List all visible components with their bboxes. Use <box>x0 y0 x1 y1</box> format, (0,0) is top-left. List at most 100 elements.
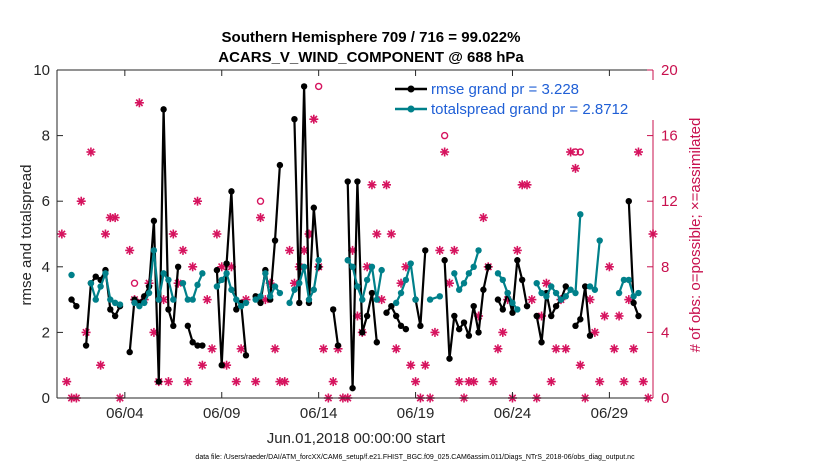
obs-assimilated-marker <box>134 98 144 108</box>
rmse-line-segment <box>574 285 592 336</box>
obs-assimilated-marker <box>488 377 498 387</box>
spread-point <box>615 289 623 297</box>
obs-assimilated-stroke <box>319 345 328 353</box>
y-tick-label: 10 <box>33 62 50 79</box>
chart-title-line2: ACARS_V_WIND_COMPONENT @ 688 hPa <box>218 49 524 66</box>
rmse-point <box>223 260 230 267</box>
obs-assimilated-marker <box>163 377 173 387</box>
spread-point <box>286 299 293 307</box>
obs-possible-marker <box>440 131 449 140</box>
rmse-point <box>465 332 473 339</box>
spread-point <box>499 276 506 284</box>
spread-point <box>242 299 250 307</box>
obs-assimilated-marker <box>638 377 648 387</box>
rmse-point <box>480 286 487 293</box>
obs-assimilated-stroke <box>87 148 95 156</box>
obs-assimilated-marker <box>498 327 508 337</box>
spread-point <box>141 299 148 307</box>
rmse-point <box>189 339 196 346</box>
obs-assimilated-stroke <box>639 377 648 386</box>
spread-point <box>591 286 599 293</box>
rmse-point <box>170 322 177 330</box>
obs-assimilated-stroke <box>421 361 430 369</box>
obs-assimilated-marker <box>100 229 110 239</box>
rmse-point <box>518 276 526 284</box>
rmse-point <box>417 322 424 330</box>
spread-point <box>378 266 385 274</box>
rmse-point <box>233 306 240 313</box>
rmse-point <box>155 378 162 385</box>
obs-assimilated-stroke <box>184 377 192 386</box>
rmse-point <box>630 299 637 307</box>
spread-point <box>165 276 172 284</box>
obs-assimilated-stroke <box>62 377 71 386</box>
obs-assimilated-stroke <box>58 230 66 238</box>
obs-assimilated-marker <box>328 377 338 387</box>
obs-assimilated-stroke <box>208 345 216 353</box>
obs-assimilated-stroke <box>285 246 294 255</box>
obs-possible-marker <box>130 279 139 287</box>
spread-point <box>116 301 124 308</box>
spread-point <box>349 263 356 270</box>
rmse-point <box>257 299 264 307</box>
rmse-point <box>460 319 468 326</box>
obs-assimilated-stroke <box>547 377 556 386</box>
rmse-point <box>194 342 201 349</box>
y-tick-label: 4 <box>42 259 50 276</box>
spread-point <box>596 237 603 244</box>
obs-assimilated-marker <box>527 295 537 305</box>
obs-assimilated-marker <box>96 360 106 370</box>
obs-assimilated-stroke <box>159 295 168 304</box>
legend-spread-marker <box>407 105 415 113</box>
spread-point <box>305 296 313 303</box>
obs-assimilated-stroke <box>411 377 420 386</box>
spread-point <box>533 280 540 287</box>
y-axis-right-label: # of obs: o=possible; ×=assimilated <box>687 118 704 353</box>
x-axis-label: Jun.01,2018 00:00:00 start <box>267 430 446 447</box>
spread-point <box>548 283 555 290</box>
spread-point <box>310 286 318 293</box>
legend-rmse-label: rmse grand pr = 3.228 <box>431 81 579 98</box>
spread-point <box>87 280 95 287</box>
rmse-point <box>499 306 506 313</box>
obs-assimilated-marker <box>420 360 430 370</box>
obs-assimilated-marker <box>449 245 459 255</box>
obs-assimilated-marker <box>207 344 217 354</box>
rmse-point <box>150 217 158 225</box>
obs-assimilated-stroke <box>450 246 459 255</box>
obs-assimilated-stroke <box>571 164 580 173</box>
obs-assimilated-marker <box>222 360 232 370</box>
spread-point <box>344 257 351 264</box>
rmse-point <box>422 247 429 254</box>
y-tick-label: 8 <box>42 128 50 145</box>
rmse-point <box>174 263 182 270</box>
spread-point <box>102 270 109 277</box>
obs-assimilated-marker <box>319 344 329 354</box>
y-tick-label: 2 <box>42 324 50 341</box>
obs-assimilated-stroke <box>373 230 381 238</box>
rmse-point <box>111 312 119 320</box>
obs-assimilated-stroke <box>406 361 415 369</box>
obs-possible-marker <box>571 148 580 156</box>
rmse-point <box>213 266 221 274</box>
rmse-point <box>552 302 560 310</box>
obs-assimilated-stroke <box>513 246 522 255</box>
obs-assimilated-marker <box>600 311 610 321</box>
spread-point <box>397 289 405 297</box>
rmse-point <box>165 306 172 313</box>
obs-assimilated-marker <box>595 377 605 387</box>
rmse-point <box>363 312 371 320</box>
obs-assimilated-marker <box>629 344 639 354</box>
rmse-point <box>296 299 303 307</box>
spread-point <box>237 302 245 310</box>
x-tick-label: 06/29 <box>591 405 629 422</box>
obs-assimilated-marker <box>522 180 532 190</box>
spread-point <box>407 260 414 267</box>
spread-point <box>107 296 114 303</box>
spread-point <box>363 276 371 284</box>
obs-assimilated-marker <box>178 245 188 255</box>
obs-assimilated-marker <box>406 360 416 370</box>
spread-point <box>160 270 167 277</box>
obs-assimilated-stroke <box>271 345 279 353</box>
obs-assimilated-stroke <box>193 197 202 205</box>
